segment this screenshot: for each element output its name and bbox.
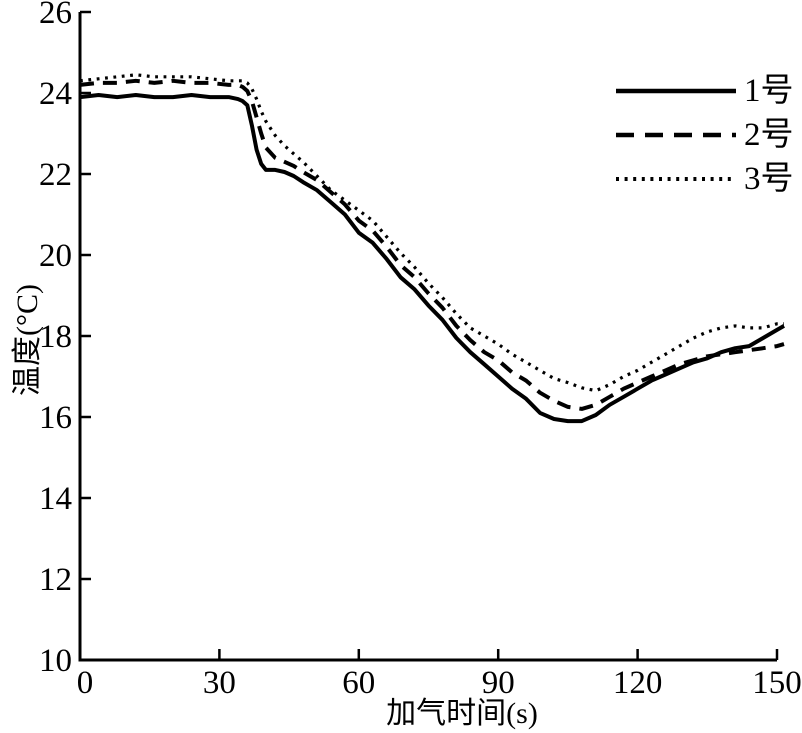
legend-line-sample-dashed <box>616 132 736 138</box>
legend-item-series-1: 1号 <box>614 69 794 113</box>
legend-label-series-1: 1号 <box>744 72 794 109</box>
x-tick-label: 0 <box>77 665 94 701</box>
x-tick-label: 150 <box>752 665 802 701</box>
x-axis-title: 加气时间(s) <box>386 697 538 730</box>
y-tick-label: 22 <box>39 157 72 193</box>
y-tick-label: 26 <box>39 0 72 31</box>
legend-line-sample-dotted <box>616 177 736 181</box>
legend-item-series-2: 2号 <box>614 113 794 157</box>
series-line-2 <box>79 78 785 411</box>
x-tick-label: 90 <box>482 665 515 701</box>
legend-item-series-3: 3号 <box>614 157 794 201</box>
legend-line-sample-solid <box>616 88 736 94</box>
x-tick-label: 120 <box>613 665 663 701</box>
legend-label-series-2: 2号 <box>744 116 794 153</box>
x-tick-label: 60 <box>342 665 375 701</box>
y-tick-label: 20 <box>39 238 72 274</box>
y-tick-label: 10 <box>39 643 72 679</box>
y-tick-label: 16 <box>39 400 72 436</box>
legend: 1号 2号 3号 <box>614 69 794 201</box>
y-tick-label: 12 <box>39 562 72 598</box>
axes <box>78 12 777 662</box>
y-tick-label: 24 <box>39 76 72 112</box>
y-axis-title: 温度(°C) <box>11 284 44 396</box>
y-tick-label: 18 <box>39 319 72 355</box>
series-line-1 <box>79 93 785 424</box>
x-tick-label: 30 <box>203 665 236 701</box>
legend-label-series-3: 3号 <box>744 160 794 197</box>
y-tick-label: 14 <box>39 481 72 517</box>
series-line-3 <box>79 73 784 393</box>
